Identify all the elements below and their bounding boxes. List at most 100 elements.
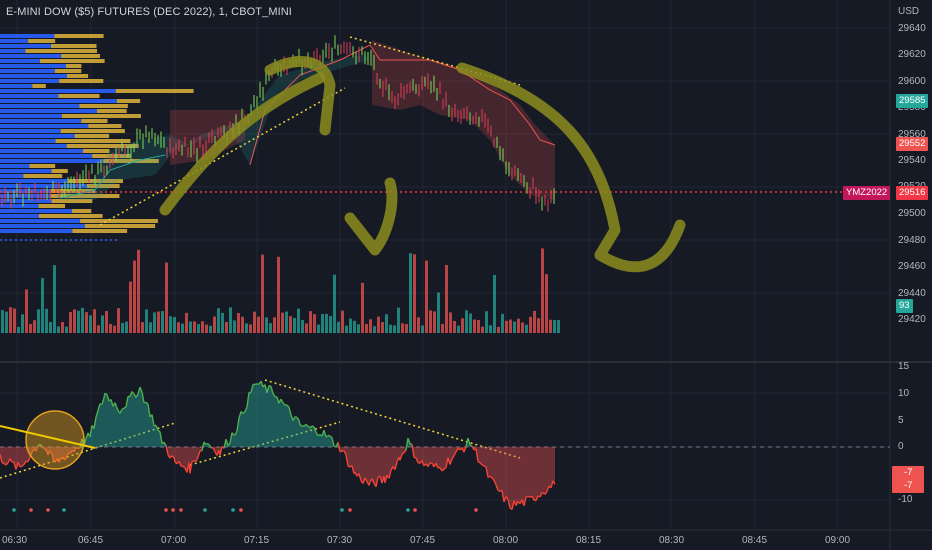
osc-line — [193, 460, 197, 463]
price-tick: 29600 — [898, 76, 926, 87]
profile-bar — [0, 84, 33, 88]
volume-bar — [21, 314, 24, 333]
osc-line — [139, 386, 143, 393]
volume-bar — [213, 316, 216, 333]
profile-bar — [0, 209, 73, 213]
osc-line — [427, 462, 431, 468]
volume-bar — [345, 325, 348, 333]
volume-bar — [409, 253, 412, 333]
profile-bar — [0, 144, 67, 148]
osc-line — [110, 399, 114, 407]
chart-title[interactable]: E-MINI DOW ($5) FUTURES (DEC 2022), 1, C… — [6, 6, 292, 18]
osc-tick: 5 — [898, 415, 904, 426]
osc-line — [523, 496, 527, 506]
osc-line — [229, 432, 233, 444]
profile-bar — [0, 194, 51, 198]
volume-bar — [25, 289, 28, 333]
volume-bar — [357, 324, 360, 333]
profile-bar — [0, 224, 85, 228]
osc-line — [246, 392, 250, 407]
osc-line — [479, 462, 483, 466]
volume-bar — [249, 324, 252, 333]
signal-dots — [12, 508, 478, 512]
osc-tick: -10 — [898, 494, 913, 505]
volume-bar — [149, 322, 152, 333]
osc-line — [212, 447, 216, 452]
osc-line — [79, 438, 83, 449]
osc-line — [227, 442, 231, 447]
profile-bar — [38, 214, 103, 218]
volume-bar — [493, 274, 496, 333]
osc-line — [1, 461, 5, 465]
osc-line — [463, 446, 467, 453]
volume-bar — [229, 307, 232, 333]
price-badge-down: 29552 — [896, 137, 929, 151]
osc-line — [182, 465, 186, 469]
osc-line — [475, 448, 479, 462]
volume-bar — [553, 320, 556, 333]
osc-line — [491, 477, 495, 481]
volume-bar — [37, 309, 40, 333]
time-tick: 07:45 — [410, 535, 436, 546]
volume-bar — [177, 322, 180, 333]
osc-line — [313, 426, 317, 433]
price-tick: 29480 — [898, 235, 926, 246]
osc-line — [487, 475, 491, 479]
volume-bar — [465, 310, 468, 333]
volume-bar — [133, 260, 136, 333]
osc-line — [145, 401, 149, 405]
price-tick: 29440 — [898, 288, 926, 299]
volume-bar — [325, 313, 328, 333]
osc-line — [477, 461, 481, 464]
volume-bar — [165, 262, 168, 333]
volume-bar — [77, 310, 80, 333]
osc-line — [272, 393, 276, 398]
volume-bar — [537, 318, 540, 333]
currency-label: USD — [898, 6, 920, 17]
osc-line — [345, 454, 349, 467]
price-tick: 29620 — [898, 49, 926, 60]
volume-bar — [1, 309, 4, 333]
volume-bar — [457, 325, 460, 333]
volume-bar — [113, 325, 116, 333]
profile-bar — [97, 109, 127, 113]
volume-bar — [437, 292, 440, 333]
volume-bar — [321, 313, 324, 333]
solid-trend-line — [0, 425, 96, 449]
volume-bar — [469, 313, 472, 333]
volume-bar — [49, 321, 52, 333]
time-tick: 06:45 — [78, 535, 104, 546]
time-tick: 07:00 — [161, 535, 187, 546]
volume-bar — [89, 315, 92, 333]
osc-line — [329, 435, 333, 439]
osc-line — [49, 450, 53, 455]
osc-line — [525, 495, 529, 498]
volume-bar — [17, 326, 20, 333]
volume-bar — [237, 313, 240, 333]
osc-line — [495, 484, 499, 491]
time-tick: 08:30 — [659, 535, 685, 546]
hand-drawn-arrows — [159, 56, 686, 273]
osc-line — [244, 406, 248, 412]
volume-bar — [393, 325, 396, 333]
osc-line — [465, 437, 469, 447]
volume-bar — [245, 323, 248, 333]
volume-bar — [261, 254, 264, 333]
band-lines — [59, 44, 556, 199]
volume-bar — [521, 322, 524, 333]
profile-bar — [28, 39, 56, 43]
osc-line — [208, 444, 212, 449]
volume-bar — [281, 312, 284, 333]
osc-line — [75, 446, 79, 449]
osc-line — [15, 462, 19, 470]
osc-line — [467, 437, 471, 445]
osc-line — [347, 465, 351, 468]
osc-line — [197, 450, 201, 458]
volume-bar — [477, 320, 480, 333]
volume-bar — [533, 310, 536, 333]
volume-bar — [453, 320, 456, 333]
volume-bar — [173, 316, 176, 333]
volume-bar — [269, 323, 272, 333]
volume-bar — [445, 264, 448, 333]
